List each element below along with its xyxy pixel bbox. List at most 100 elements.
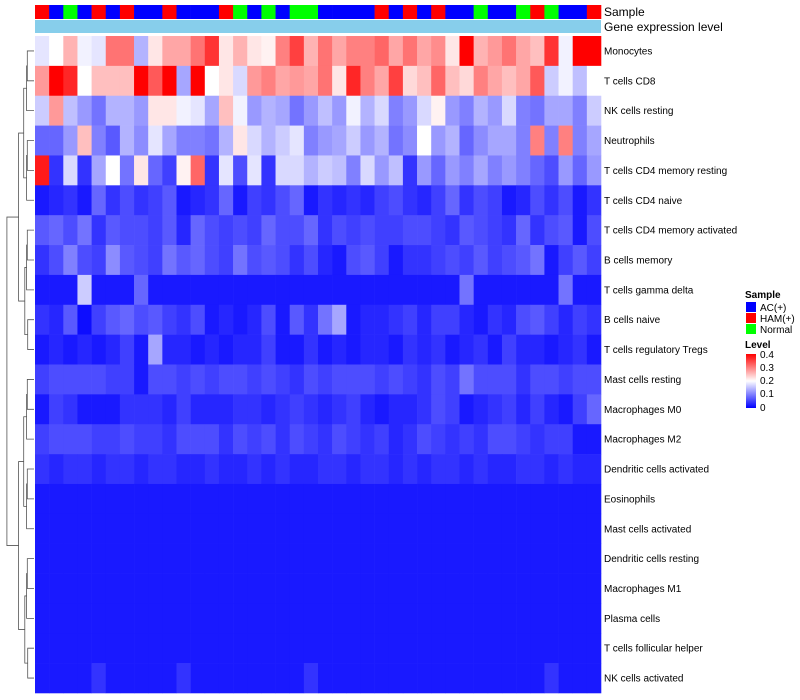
heatmap-cell xyxy=(204,304,220,335)
heatmap-cell xyxy=(417,364,432,395)
heatmap-cell xyxy=(530,663,545,694)
heatmap-cell xyxy=(487,394,503,425)
heatmap-cell xyxy=(275,155,290,186)
row-label: Dendritic cells resting xyxy=(604,554,699,565)
heatmap-cell xyxy=(218,155,234,186)
heatmap-cell xyxy=(148,573,163,604)
heatmap-cell xyxy=(233,95,248,126)
heatmap-cell xyxy=(445,215,460,246)
heatmap-cell xyxy=(261,274,276,306)
heatmap-cell xyxy=(544,424,559,455)
heatmap-cell xyxy=(501,454,517,485)
heatmap-cell xyxy=(190,155,206,186)
heatmap-cell xyxy=(501,215,517,246)
heatmap-cell xyxy=(247,245,262,276)
heatmap-cell xyxy=(162,185,177,216)
heatmap-cell xyxy=(530,513,545,544)
heatmap-cell xyxy=(346,633,361,664)
dendrogram-branch xyxy=(27,319,34,350)
heatmap-cell xyxy=(261,483,276,515)
sample-cell xyxy=(105,5,121,19)
heatmap-cell xyxy=(190,633,206,664)
heatmap-cell xyxy=(134,95,149,126)
heatmap-cell xyxy=(431,125,446,156)
heatmap-cell xyxy=(360,454,375,485)
heatmap-cell xyxy=(49,394,64,425)
heatmap-cell xyxy=(119,483,135,515)
heatmap-cell xyxy=(49,155,64,186)
heatmap-cell xyxy=(558,334,573,365)
heatmap-cell xyxy=(516,633,531,664)
heatmap-cell xyxy=(516,125,531,156)
heatmap-cell xyxy=(586,364,602,395)
dendrogram-branch xyxy=(26,244,34,291)
heatmap-cell xyxy=(204,454,220,485)
heatmap-cell xyxy=(332,155,347,186)
heatmap-cell xyxy=(318,454,333,485)
heatmap-cell xyxy=(190,65,206,97)
heatmap-cell xyxy=(63,573,78,604)
heatmap-cell xyxy=(105,65,121,97)
heatmap-cell xyxy=(417,543,432,574)
dendrogram-branch xyxy=(23,416,27,507)
heatmap-cell xyxy=(402,364,418,395)
heatmap-cell xyxy=(148,274,163,306)
heatmap-cell xyxy=(247,155,262,186)
heatmap-cell xyxy=(445,65,460,97)
heatmap-cell xyxy=(544,334,559,365)
heatmap-cell xyxy=(162,543,177,574)
heatmap-cell xyxy=(261,603,276,634)
sample-cell xyxy=(572,5,588,19)
heatmap-cell xyxy=(63,364,78,395)
heatmap-cell xyxy=(289,513,305,544)
heatmap-cell xyxy=(346,483,361,515)
heatmap-cell xyxy=(388,633,404,664)
row-label: Dendritic cells activated xyxy=(604,465,709,476)
heatmap-cell xyxy=(247,394,262,425)
heatmap-cell xyxy=(190,364,206,395)
heatmap-cell xyxy=(275,274,290,306)
heatmap-cell xyxy=(148,95,163,126)
sample-cell xyxy=(233,5,248,19)
heatmap-cell xyxy=(332,513,347,544)
heatmap-cell xyxy=(318,125,333,156)
heatmap-cell xyxy=(318,424,333,455)
heatmap-cell xyxy=(360,364,375,395)
heatmap-cell xyxy=(119,245,135,276)
heatmap-cell xyxy=(63,663,78,694)
heatmap-cell xyxy=(516,274,531,306)
heatmap-cell xyxy=(332,95,347,126)
heatmap-cell xyxy=(346,36,361,67)
legend-swatch-normal xyxy=(746,324,756,334)
heatmap-cell xyxy=(91,155,107,186)
heatmap-cell xyxy=(572,513,588,544)
heatmap-cell xyxy=(473,424,489,455)
heatmap-cell xyxy=(388,454,404,485)
heatmap-cell xyxy=(176,513,191,544)
heatmap-cell xyxy=(49,513,64,544)
dendrogram-branch xyxy=(26,155,34,201)
heatmap-cell xyxy=(204,394,220,425)
heatmap-cell xyxy=(473,95,489,126)
heatmap-cell xyxy=(35,304,50,335)
heatmap-cell xyxy=(119,155,135,186)
heatmap-cell xyxy=(77,394,92,425)
heatmap-cell xyxy=(572,215,588,246)
heatmap-cell xyxy=(190,334,206,365)
heatmap-cell xyxy=(544,36,559,67)
heatmap-cell xyxy=(162,65,177,97)
heatmap-cell xyxy=(162,95,177,126)
heatmap-cell xyxy=(275,245,290,276)
heatmap-cell xyxy=(233,274,248,306)
heatmap-cell xyxy=(233,513,248,544)
heatmap-cell xyxy=(63,36,78,67)
heatmap-cell xyxy=(388,155,404,186)
heatmap-cell xyxy=(119,364,135,395)
heatmap-cell xyxy=(119,633,135,664)
heatmap-cell xyxy=(105,274,121,306)
heatmap-cell xyxy=(233,245,248,276)
heatmap-cell xyxy=(91,663,107,694)
heatmap-cell xyxy=(261,215,276,246)
heatmap-cell xyxy=(63,65,78,97)
heatmap-cell xyxy=(501,633,517,664)
